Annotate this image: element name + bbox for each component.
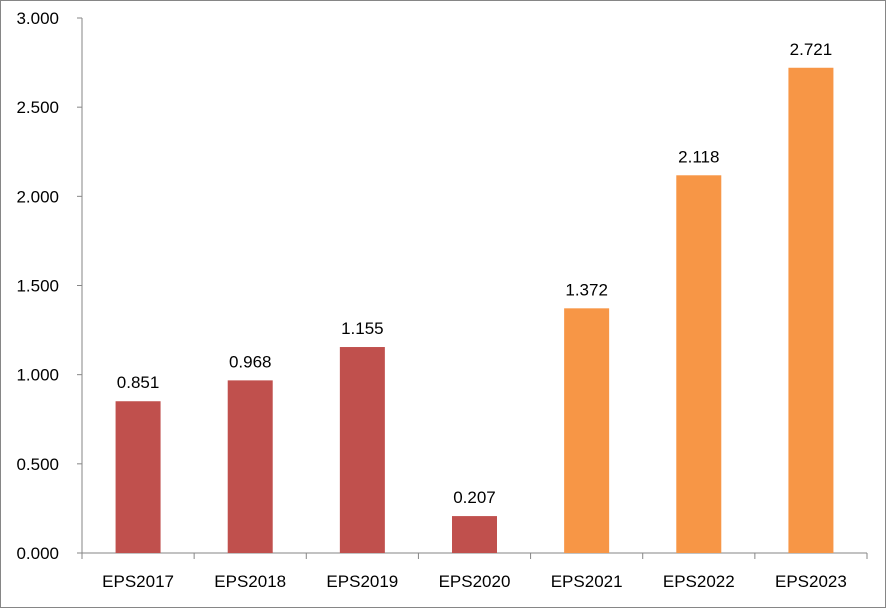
- x-tick-label: EPS2019: [326, 572, 398, 591]
- x-tick-label: EPS2022: [663, 572, 735, 591]
- data-label: 2.118: [678, 147, 719, 166]
- y-tick-label: 3.000: [16, 9, 59, 28]
- y-tick-label: 2.500: [16, 98, 59, 117]
- bar-eps2021: [564, 308, 610, 553]
- data-label: 0.968: [229, 352, 272, 371]
- data-label: 0.851: [117, 373, 160, 392]
- y-tick-label: 2.000: [16, 187, 59, 206]
- y-axis: 0.000 0.500 1.000 1.500 2.000 2.500 3.000: [16, 9, 83, 563]
- y-tick-label: 0.000: [16, 544, 59, 563]
- x-tick-label: EPS2018: [214, 572, 286, 591]
- bar-eps2023: [788, 67, 834, 553]
- x-axis: EPS2017 EPS2018 EPS2019 EPS2020 EPS2021 EPS20…: [81, 552, 868, 591]
- x-tick-label: EPS2017: [102, 572, 174, 591]
- y-tick-label: 1.000: [16, 366, 59, 385]
- data-label: 1.372: [565, 280, 608, 299]
- data-label: 2.721: [790, 40, 833, 59]
- bar-eps2018: [227, 380, 273, 553]
- bar-eps2022: [676, 175, 722, 554]
- y-tick-label: 0.500: [16, 455, 59, 474]
- y-tick-label: 1.500: [16, 277, 59, 296]
- x-tick-label: EPS2021: [551, 572, 623, 591]
- bars-group: [115, 67, 834, 554]
- bar-eps2017: [115, 401, 161, 553]
- data-label: 0.207: [453, 488, 496, 507]
- x-tick-label: EPS2020: [439, 572, 511, 591]
- data-labels-group: 0.851 0.968 1.155 0.207 1.372 2.118 2.721: [117, 40, 832, 507]
- data-label: 1.155: [341, 319, 384, 338]
- x-tick-label: EPS2023: [775, 572, 847, 591]
- bar-eps2019: [339, 347, 385, 553]
- bar-eps2020: [452, 516, 497, 553]
